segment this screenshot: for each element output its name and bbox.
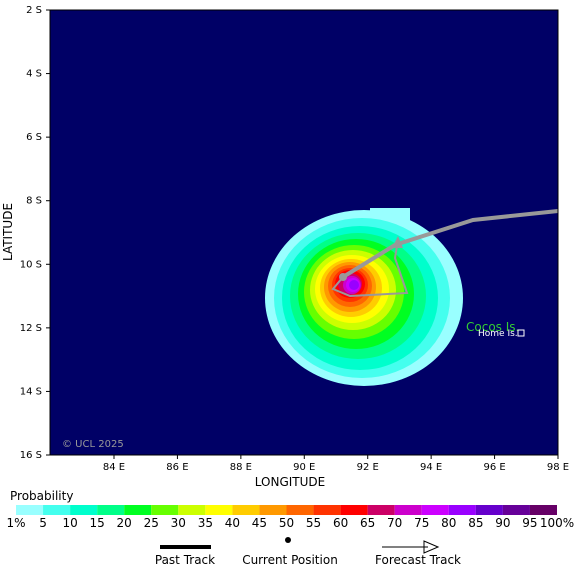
- credit: © UCL 2025: [62, 439, 124, 450]
- past-track-label: Past Track: [155, 553, 215, 567]
- forecast-arrow: [392, 236, 403, 248]
- lat-tick-label: 12 S: [20, 323, 42, 334]
- colorbar-label: 55: [306, 516, 321, 530]
- lat-tick-label: 2 S: [26, 5, 42, 16]
- current-position-key: [285, 537, 291, 543]
- y-axis-label: LATITUDE: [1, 203, 15, 261]
- lon-tick-label: 84 E: [103, 462, 125, 473]
- past-track: [341, 209, 559, 279]
- colorbar-label: 85: [468, 516, 483, 530]
- forecast-track: [331, 239, 409, 298]
- colorbar-label: 100%: [540, 516, 574, 530]
- probability-contour: [349, 280, 359, 290]
- colorbar-swatch: [448, 505, 476, 515]
- colorbar-swatch: [529, 505, 557, 515]
- legend-title: Probability: [10, 489, 73, 503]
- current-position: [339, 273, 347, 281]
- colorbar-swatch: [205, 505, 233, 515]
- forecast-track-label: Forecast Track: [375, 553, 461, 567]
- forecast-key-arrow: [423, 540, 440, 554]
- colorbar-label: 20: [117, 516, 132, 530]
- colorbar-label: 35: [198, 516, 213, 530]
- colorbar-swatch: [232, 505, 260, 515]
- colorbar-label: 80: [441, 516, 456, 530]
- lon-tick-label: 92 E: [357, 462, 379, 473]
- colorbar-label: 15: [90, 516, 105, 530]
- colorbar-swatch: [367, 505, 395, 515]
- lat-tick-label: 6 S: [26, 132, 42, 143]
- town-label: Home Is.: [478, 329, 518, 339]
- colorbar-label: 90: [495, 516, 510, 530]
- lon-tick-label: 96 E: [483, 462, 505, 473]
- colorbar-label: 1%: [6, 516, 25, 530]
- lat-tick-label: 16 S: [20, 450, 42, 461]
- colorbar-label: 5: [39, 516, 47, 530]
- colorbar-label: 40: [225, 516, 240, 530]
- lat-tick-label: 8 S: [26, 196, 42, 207]
- colorbar-swatch: [70, 505, 98, 515]
- colorbar-label: 50: [279, 516, 294, 530]
- colorbar-label: 70: [387, 516, 402, 530]
- town-icon: [517, 329, 525, 337]
- colorbar-swatch: [259, 505, 287, 515]
- colorbar-swatch: [151, 505, 179, 515]
- colorbar-swatch: [97, 505, 125, 515]
- colorbar-label: 10: [62, 516, 77, 530]
- colorbar-swatch: [475, 505, 503, 515]
- lat-tick-label: 4 S: [26, 69, 42, 80]
- lon-tick-label: 98 E: [547, 462, 569, 473]
- colorbar-swatch: [43, 505, 71, 515]
- colorbar-label: 60: [333, 516, 348, 530]
- lon-tick-label: 90 E: [293, 462, 315, 473]
- lon-tick-label: 88 E: [230, 462, 252, 473]
- colorbar-swatch: [178, 505, 206, 515]
- colorbar-label: 95: [522, 516, 537, 530]
- x-axis-label: LONGITUDE: [255, 475, 325, 489]
- colorbar-label: 45: [252, 516, 267, 530]
- colorbar-swatch: [394, 505, 422, 515]
- colorbar-label: 75: [414, 516, 429, 530]
- colorbar-swatch: [16, 505, 44, 515]
- colorbar-label: 65: [360, 516, 375, 530]
- island-label: Cocos Is.: [466, 320, 519, 334]
- colorbar-swatch: [313, 505, 341, 515]
- colorbar-swatch: [124, 505, 152, 515]
- colorbar-swatch: [286, 505, 314, 515]
- colorbar-swatch: [340, 505, 368, 515]
- lon-tick-label: 86 E: [166, 462, 188, 473]
- colorbar-swatch: [421, 505, 449, 515]
- colorbar-swatch: [502, 505, 530, 515]
- colorbar-label: 25: [144, 516, 159, 530]
- lat-tick-label: 10 S: [20, 259, 42, 270]
- current-position-label: Current Position: [242, 553, 338, 567]
- lat-tick-label: 14 S: [20, 386, 42, 397]
- colorbar-label: 30: [171, 516, 186, 530]
- lon-tick-label: 94 E: [420, 462, 442, 473]
